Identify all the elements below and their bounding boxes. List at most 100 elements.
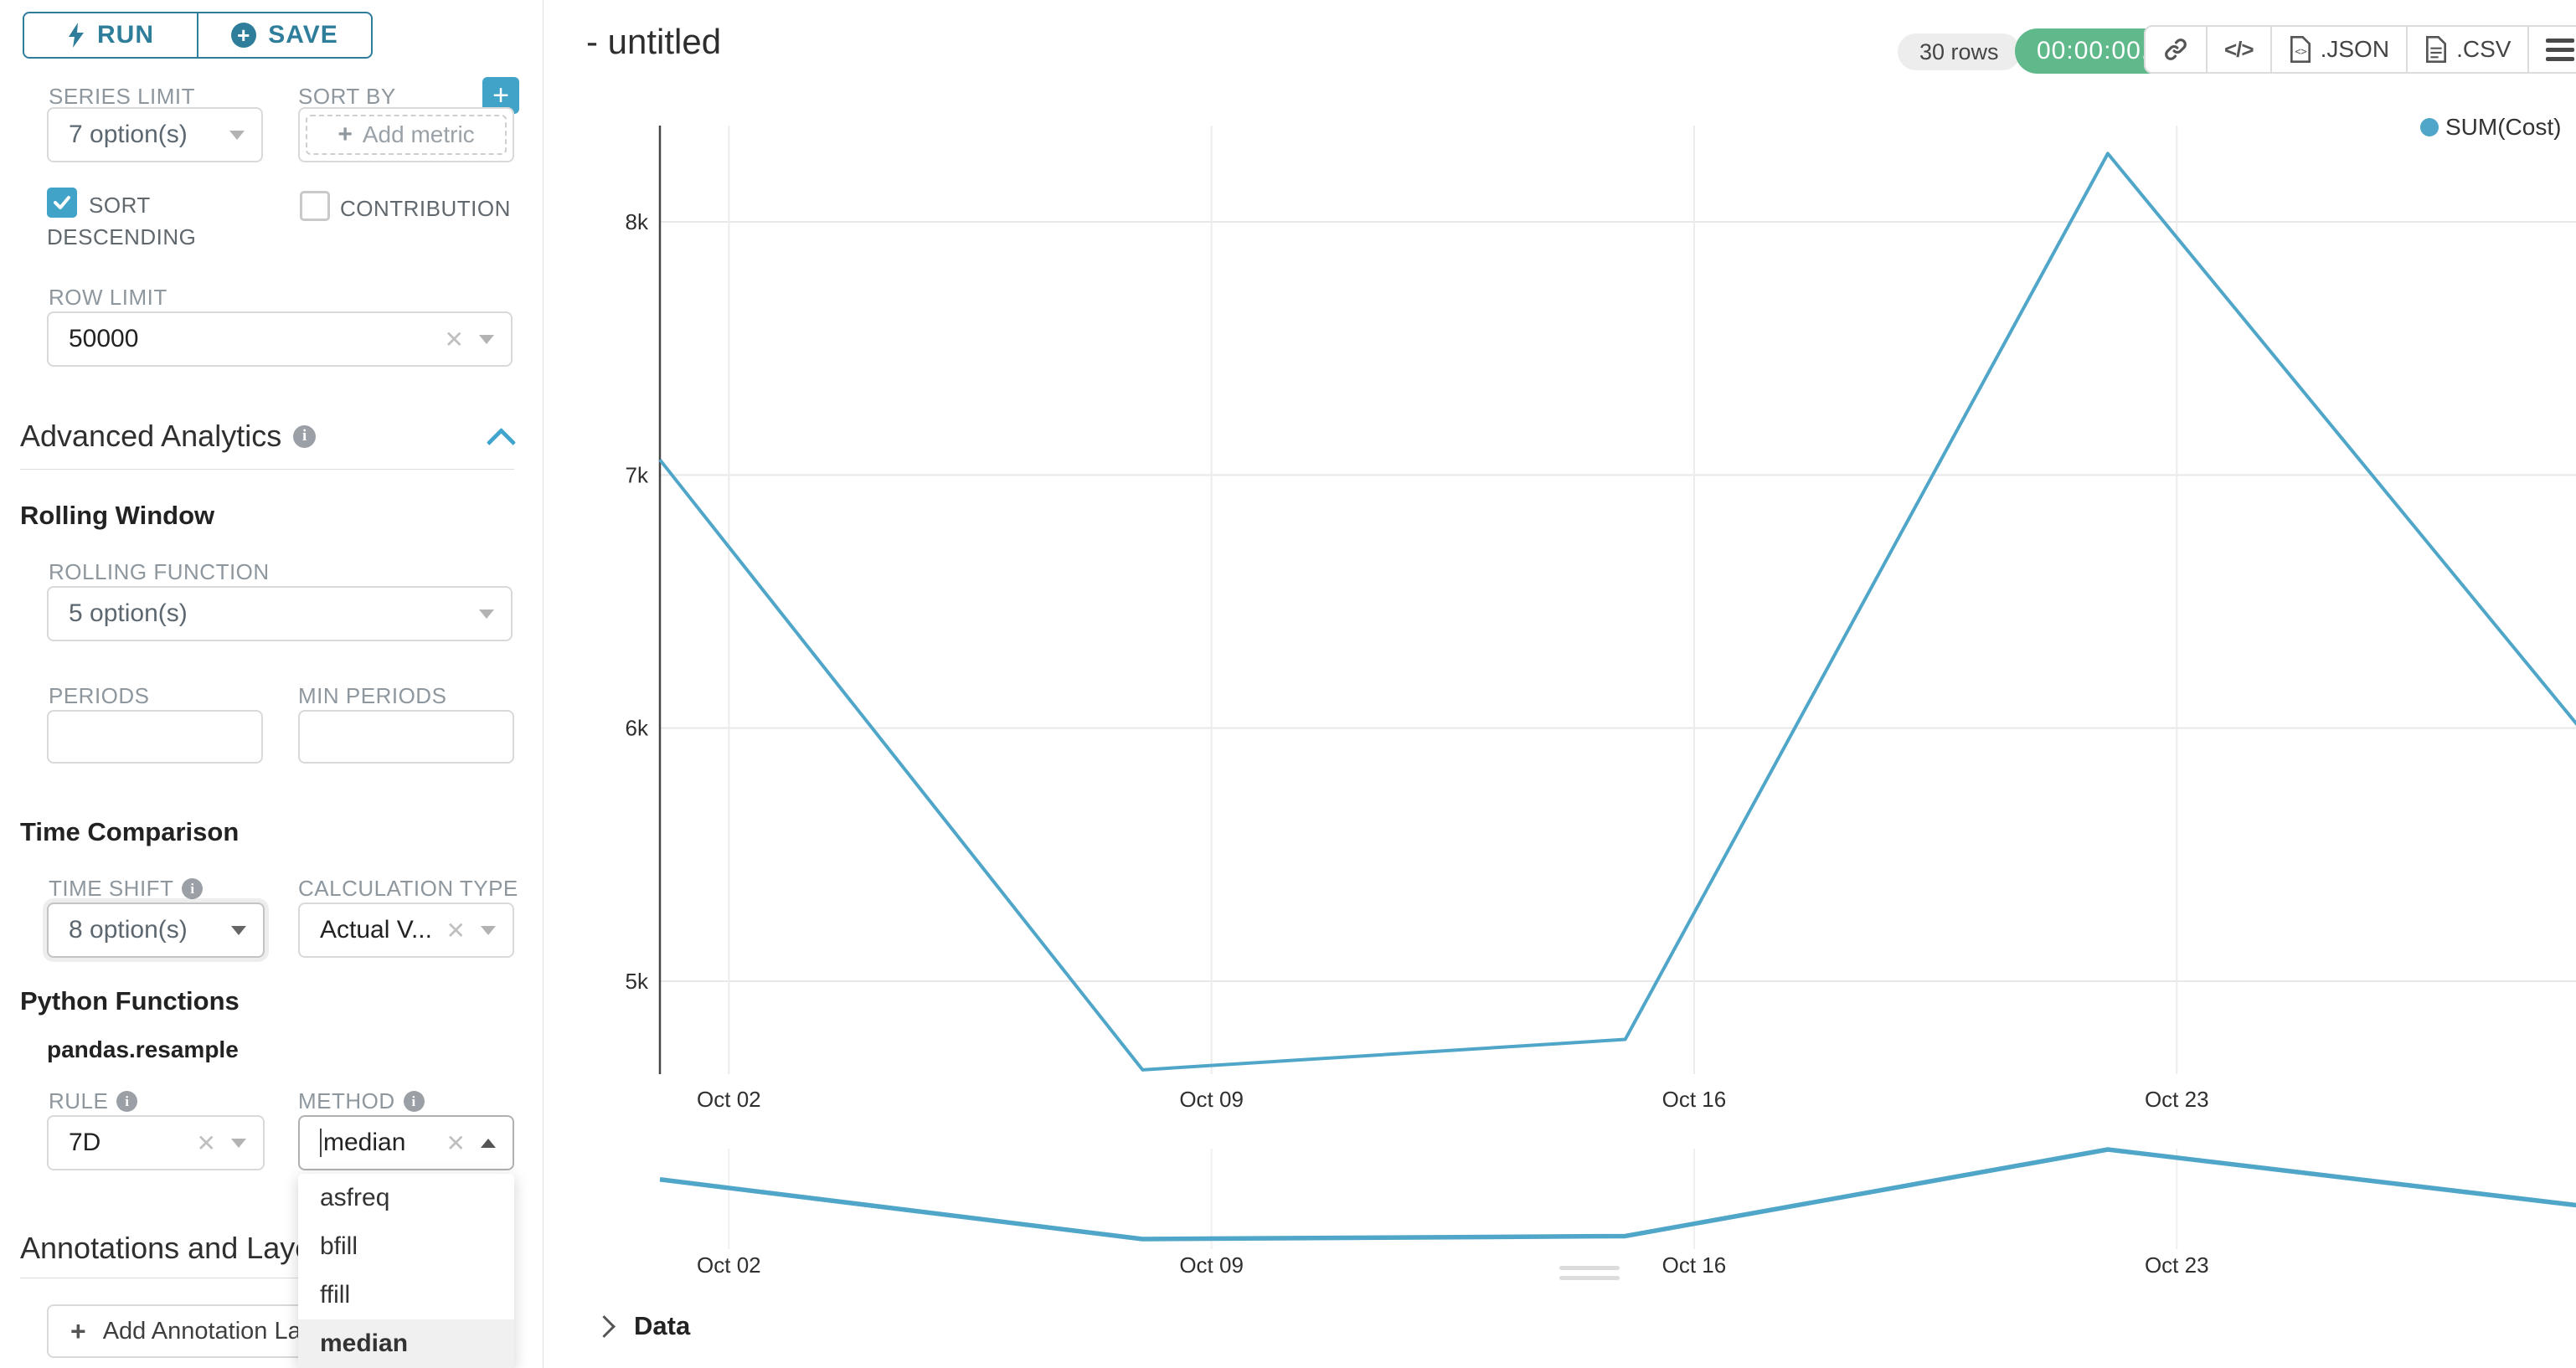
chevron-up-icon [481, 1138, 496, 1148]
time-comparison-title: Time Comparison [20, 817, 240, 846]
rolling-function-select[interactable]: 5 option(s) [47, 586, 513, 641]
rule-label-text: RULE [49, 1088, 109, 1113]
run-save-button-group: RUN + SAVE [23, 12, 373, 59]
sidebar-divider [543, 0, 544, 1368]
periods-input[interactable] [47, 710, 263, 764]
embed-code-button[interactable]: </> [2206, 27, 2270, 72]
sort-descending-label-2: DESCENDING [47, 224, 197, 249]
hamburger-menu-icon [2546, 38, 2575, 61]
svg-text:<>: <> [2295, 46, 2306, 58]
add-annotation-layer-button[interactable]: + Add Annotation Layer [47, 1304, 482, 1358]
calculation-type-label: CALCULATION TYPE [298, 876, 518, 901]
advanced-analytics-title: Advanced Analytics [20, 419, 282, 453]
x-axis-tick-label: Oct 16 [1662, 1087, 1727, 1112]
share-link-button[interactable] [2146, 27, 2206, 72]
plus-icon: + [70, 1315, 86, 1346]
x-axis-tick-label: Oct 23 [2145, 1087, 2209, 1112]
y-axis-tick-label: 6k [626, 716, 649, 741]
x-axis-tick-label: Oct 09 [1179, 1087, 1244, 1112]
info-icon[interactable]: i [293, 424, 317, 448]
plus-icon: + [337, 121, 353, 148]
clear-icon[interactable]: ✕ [446, 917, 466, 944]
method-option[interactable]: median [298, 1319, 514, 1368]
rule-select[interactable]: 7D ✕ [47, 1115, 265, 1170]
row-limit-select[interactable]: 50000 ✕ [47, 311, 513, 367]
rule-label: RULE i [49, 1088, 138, 1114]
add-metric-placeholder: Add metric [362, 121, 475, 147]
method-option[interactable]: asfreq [320, 1184, 390, 1211]
code-icon: </> [2224, 36, 2254, 62]
run-button-label: RUN [97, 21, 154, 49]
mini-series-line[interactable] [659, 1147, 2576, 1242]
sort-by-add-metric[interactable]: + Add metric [298, 107, 514, 162]
save-button[interactable]: + SAVE [197, 13, 371, 57]
row-count-badge: 30 rows [1898, 33, 2021, 70]
pandas-resample-subtitle: pandas.resample [47, 1036, 239, 1062]
check-icon [54, 196, 70, 209]
csv-label: .CSV [2456, 36, 2512, 62]
clear-icon[interactable]: ✕ [196, 1129, 216, 1156]
add-annotation-label: Add Annotation Layer [102, 1317, 336, 1345]
run-button[interactable]: RUN [24, 13, 197, 57]
periods-label: PERIODS [49, 683, 150, 708]
panel-resize-handle[interactable] [1559, 1266, 1620, 1280]
export-button-group: </> <> .JSON .CSV [2144, 25, 2576, 74]
sort-descending-label-1: SORT [89, 193, 151, 218]
series-limit-select[interactable]: 7 option(s) [47, 107, 263, 162]
clear-icon[interactable]: ✕ [446, 1129, 466, 1156]
chevron-down-icon [231, 1138, 246, 1148]
rule-value: 7D [69, 1129, 101, 1156]
method-label: METHOD i [298, 1088, 425, 1114]
chevron-down-icon [479, 609, 494, 619]
calculation-type-select[interactable]: Actual V... ✕ [298, 903, 514, 958]
chevron-right-icon [593, 1314, 616, 1338]
series-line-sum-cost[interactable] [658, 152, 2576, 1072]
mini-x-tick-label: Oct 16 [1662, 1252, 1727, 1278]
method-select[interactable]: median ✕ [298, 1115, 514, 1170]
time-shift-select[interactable]: 8 option(s) [47, 903, 265, 958]
annotations-header: Annotations and Layers [20, 1231, 337, 1265]
method-label-text: METHOD [298, 1088, 395, 1113]
info-icon[interactable]: i [116, 1091, 138, 1112]
legend-label: SUM(Cost) [2445, 114, 2562, 140]
time-shift-value: 8 option(s) [69, 916, 188, 944]
data-panel-header[interactable]: Data [593, 1311, 690, 1341]
legend-dot-icon [2420, 118, 2439, 136]
y-axis-tick-label: 5k [626, 969, 649, 994]
chevron-down-icon [231, 925, 246, 935]
chevron-down-icon [479, 334, 494, 344]
method-option[interactable]: ffill [320, 1281, 351, 1309]
info-icon[interactable]: i [182, 878, 204, 899]
method-options-dropdown: asfreq bfill ffill median [298, 1174, 514, 1368]
chart-legend[interactable]: SUM(Cost) [2420, 114, 2561, 141]
series-limit-label: SERIES LIMIT [49, 84, 196, 109]
plus-circle-icon: + [231, 23, 257, 48]
method-option[interactable]: bfill [320, 1232, 358, 1260]
timeseries-line-chart[interactable]: 5k 6k 7k 8k Oct 02 Oct 09 Oct 16 Oct 23 Oct 02 Oc… [543, 0, 2576, 1368]
row-limit-label: ROW LIMIT [49, 285, 167, 310]
clear-icon[interactable]: ✕ [444, 326, 464, 352]
time-shift-label-text: TIME SHIFT [49, 876, 174, 901]
min-periods-input[interactable] [298, 710, 514, 764]
sort-descending-checkbox[interactable] [47, 188, 77, 218]
export-json-button[interactable]: <> .JSON [2269, 27, 2406, 72]
chart-menu-button[interactable] [2527, 27, 2576, 72]
advanced-analytics-header[interactable]: Advanced Analytics i [20, 419, 317, 454]
series-limit-value: 7 option(s) [69, 121, 188, 148]
info-icon[interactable]: i [403, 1091, 425, 1112]
mini-x-tick-label: Oct 09 [1179, 1252, 1244, 1278]
json-label: .JSON [2320, 36, 2390, 62]
row-limit-value: 50000 [69, 325, 139, 352]
mini-x-tick-label: Oct 02 [697, 1252, 761, 1278]
python-functions-title: Python Functions [20, 986, 240, 1016]
rolling-window-title: Rolling Window [20, 501, 215, 530]
y-axis-tick-label: 7k [626, 462, 649, 487]
export-csv-button[interactable]: .CSV [2406, 27, 2527, 72]
x-axis-tick-label: Oct 02 [697, 1087, 761, 1112]
mini-x-tick-label: Oct 23 [2145, 1252, 2209, 1278]
contribution-checkbox[interactable] [300, 191, 330, 221]
collapse-chevron-icon[interactable] [486, 427, 517, 458]
rolling-function-label: ROLLING FUNCTION [49, 559, 270, 584]
chart-title[interactable]: - untitled [586, 22, 722, 61]
